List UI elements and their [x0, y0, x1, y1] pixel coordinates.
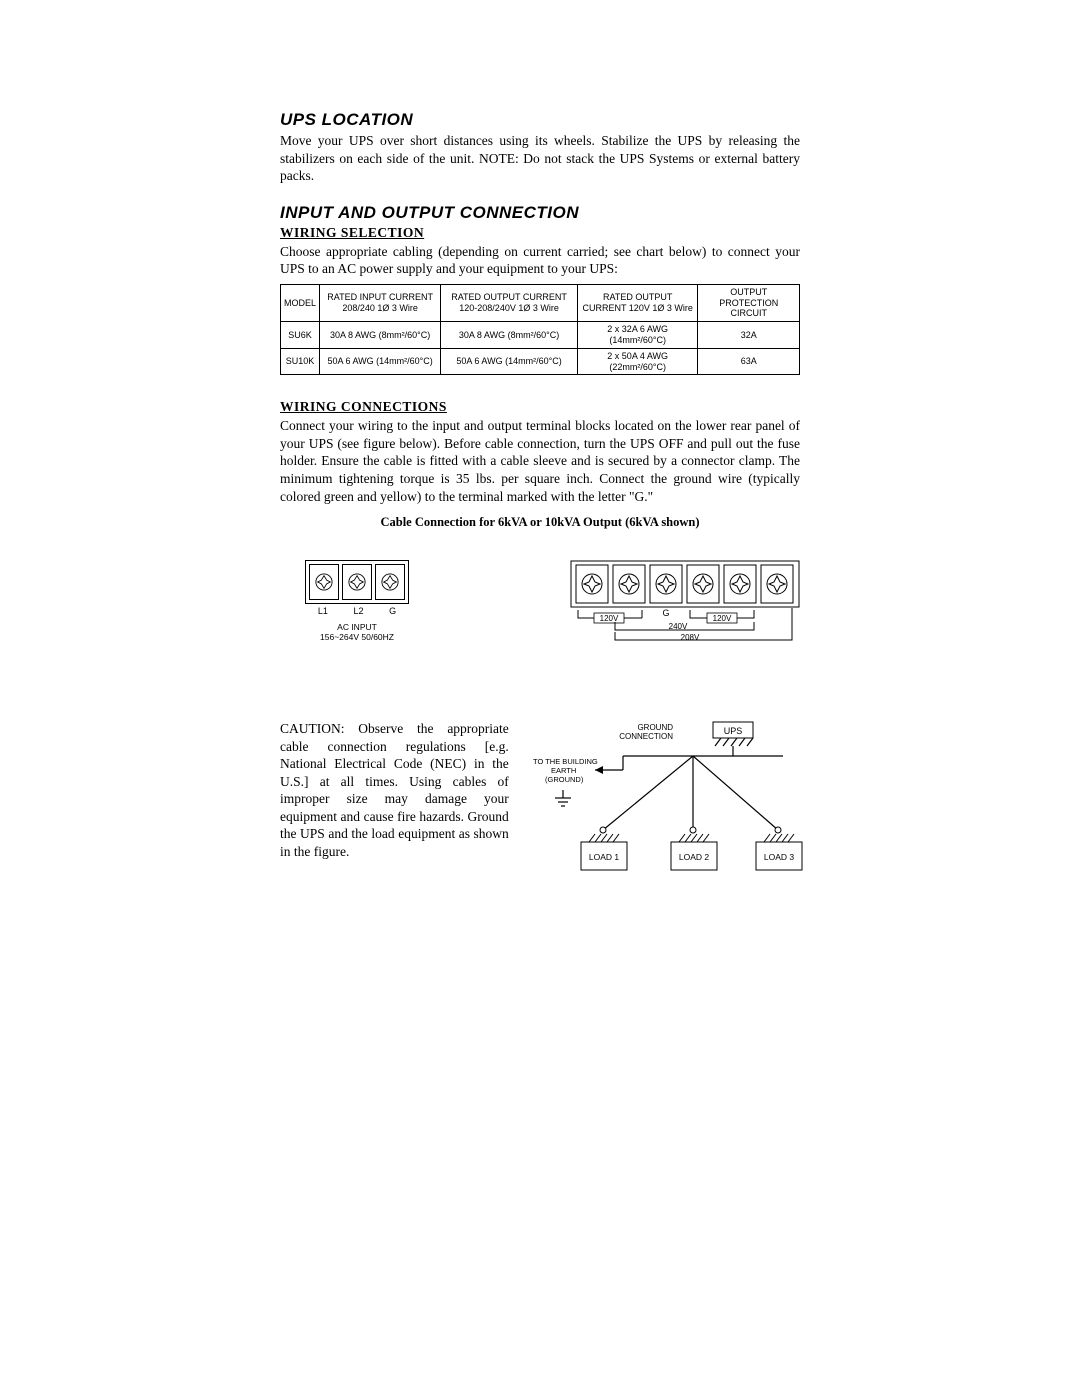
- ground-diagram-svg: UPS GROUND CONNECTION TO THE BUILDING EA…: [523, 720, 803, 890]
- ac-input-caption-line2: 156~264V 50/60HZ: [305, 632, 409, 642]
- label-120v-right: 120V: [713, 614, 732, 623]
- ac-input-terminal-block: L1 L2 G AC INPUT 156~264V 50/60HZ: [305, 560, 409, 642]
- label-ground-connection-2: CONNECTION: [619, 732, 673, 741]
- td-out-a: 30A 8 AWG (8mm²/60°C): [441, 322, 578, 349]
- th-rated-output-a: RATED OUTPUT CURRENT 120-208/240V 1Ø 3 W…: [441, 284, 578, 321]
- label-240v: 240V: [669, 622, 688, 631]
- output-terminal: [650, 565, 682, 603]
- td-input: 50A 6 AWG (14mm²/60°C): [320, 348, 441, 375]
- label-120v-left: 120V: [600, 614, 619, 623]
- output-terminal: [724, 565, 756, 603]
- wiring-selection-heading: WIRING SELECTION: [280, 225, 800, 241]
- document-page: UPS LOCATION Move your UPS over short di…: [0, 0, 1080, 1015]
- table-row: SU10K 50A 6 AWG (14mm²/60°C) 50A 6 AWG (…: [281, 348, 800, 375]
- screw-icon: [621, 576, 637, 592]
- ground-diagram: UPS GROUND CONNECTION TO THE BUILDING EA…: [523, 720, 803, 895]
- output-terminal-block: 120V G 120V 240V 208V: [570, 560, 800, 650]
- td-prot: 63A: [698, 348, 800, 375]
- output-terminal: [687, 565, 719, 603]
- label-load3: LOAD 3: [764, 852, 795, 862]
- td-model: SU10K: [281, 348, 320, 375]
- table-row: SU6K 30A 8 AWG (8mm²/60°C) 30A 8 AWG (8m…: [281, 322, 800, 349]
- terminal-l1: [309, 564, 339, 600]
- screw-icon: [769, 576, 785, 592]
- screw-icon: [348, 573, 366, 591]
- screw-icon: [584, 576, 600, 592]
- td-prot: 32A: [698, 322, 800, 349]
- label-load2: LOAD 2: [679, 852, 710, 862]
- output-terminal: [576, 565, 608, 603]
- label-building-earth-2: EARTH: [551, 766, 576, 775]
- ac-input-terminals: [309, 564, 405, 600]
- wiring-table: MODEL RATED INPUT CURRENT 208/240 1Ø 3 W…: [280, 284, 800, 376]
- ups-location-title: UPS LOCATION: [280, 110, 800, 130]
- th-protection: OUTPUT PROTECTION CIRCUIT: [698, 284, 800, 321]
- td-model: SU6K: [281, 322, 320, 349]
- label-building-earth-3: (GROUND): [545, 775, 584, 784]
- td-out-b: 2 x 50A 4 AWG (22mm²/60°C): [577, 348, 698, 375]
- td-input: 30A 8 AWG (8mm²/60°C): [320, 322, 441, 349]
- screw-icon: [658, 576, 674, 592]
- td-out-a: 50A 6 AWG (14mm²/60°C): [441, 348, 578, 375]
- ac-input-caption: AC INPUT 156~264V 50/60HZ: [305, 622, 409, 642]
- td-out-b: 2 x 32A 6 AWG (14mm²/60°C): [577, 322, 698, 349]
- terminal-g: [375, 564, 405, 600]
- label-g: G: [389, 606, 396, 616]
- caution-text: CAUTION: Observe the appropriate cable c…: [280, 720, 509, 860]
- terminal-diagram-row: L1 L2 G AC INPUT 156~264V 50/60HZ: [280, 560, 800, 650]
- table-header-row: MODEL RATED INPUT CURRENT 208/240 1Ø 3 W…: [281, 284, 800, 321]
- output-terminal: [613, 565, 645, 603]
- screw-icon: [732, 576, 748, 592]
- label-building-earth-1: TO THE BUILDING: [533, 757, 598, 766]
- output-terminal: [761, 565, 793, 603]
- screw-icon: [695, 576, 711, 592]
- label-l1: L1: [318, 606, 328, 616]
- ac-input-caption-line1: AC INPUT: [305, 622, 409, 632]
- th-rated-output-b: RATED OUTPUT CURRENT 120V 1Ø 3 Wire: [577, 284, 698, 321]
- caution-and-ground-row: CAUTION: Observe the appropriate cable c…: [280, 720, 800, 895]
- label-ups: UPS: [724, 726, 743, 736]
- th-rated-input: RATED INPUT CURRENT 208/240 1Ø 3 Wire: [320, 284, 441, 321]
- terminal-l2: [342, 564, 372, 600]
- label-load1: LOAD 1: [589, 852, 620, 862]
- wiring-connections-body: Connect your wiring to the input and out…: [280, 417, 800, 505]
- ups-location-body: Move your UPS over short distances using…: [280, 132, 800, 185]
- io-connection-title: INPUT AND OUTPUT CONNECTION: [280, 203, 800, 223]
- label-l2: L2: [353, 606, 363, 616]
- label-g-output: G: [662, 608, 669, 618]
- wiring-selection-body: Choose appropriate cabling (depending on…: [280, 243, 800, 278]
- label-ground-connection-1: GROUND: [637, 723, 673, 732]
- output-block-svg: 120V G 120V 240V 208V: [570, 560, 800, 650]
- label-208v: 208V: [681, 633, 700, 642]
- screw-icon: [315, 573, 333, 591]
- ac-input-outer: [305, 560, 409, 604]
- ac-input-labels: L1 L2 G: [305, 606, 409, 616]
- cable-connection-title: Cable Connection for 6kVA or 10kVA Outpu…: [280, 515, 800, 530]
- th-model: MODEL: [281, 284, 320, 321]
- wiring-connections-heading: WIRING CONNECTIONS: [280, 399, 800, 415]
- screw-icon: [381, 573, 399, 591]
